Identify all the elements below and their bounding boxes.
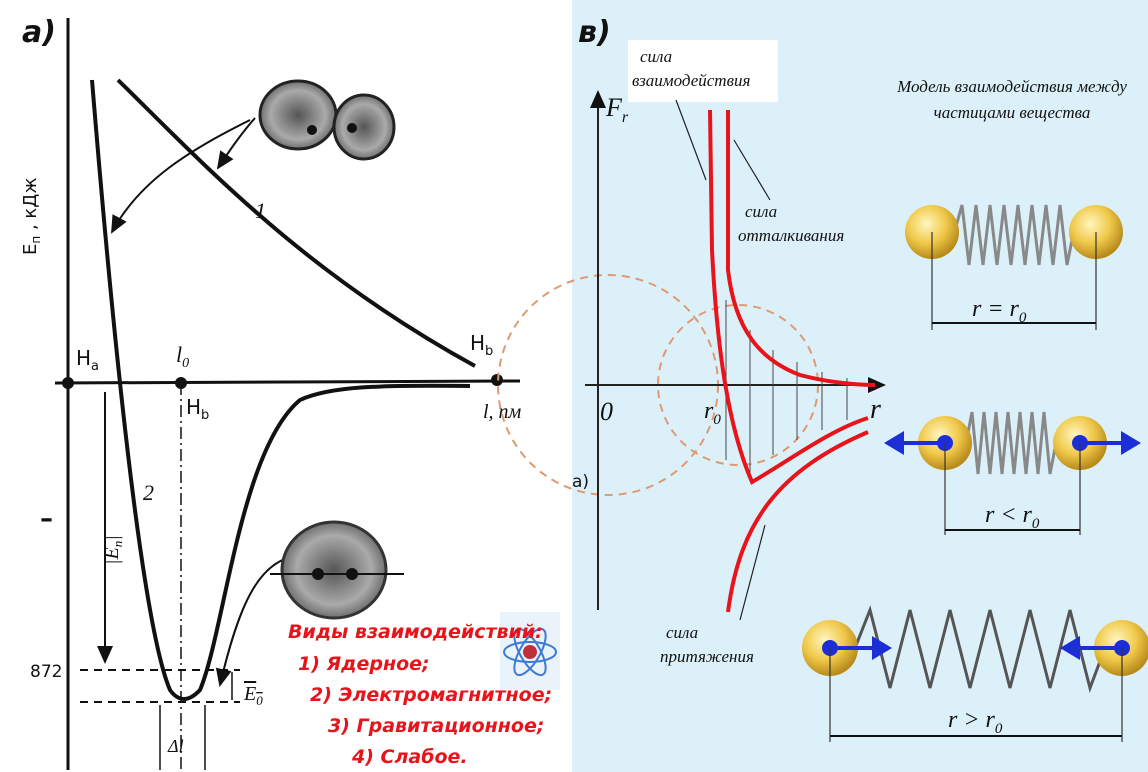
diagram: а) Eп , кДж 1 2 Ha l0 Hb Hb l, пм |Eп| –… [0,0,1148,772]
point [62,377,74,389]
right-panel: в) сила взаимодействия сила отталкивания с… [498,0,1148,772]
label-rest: , кДж [20,177,41,235]
point [491,374,503,386]
label-sub: 0 [995,721,1003,737]
nucleus [307,125,317,135]
label-sub: 0 [1032,516,1040,532]
label-sub: a [91,359,99,374]
label-sub: 0 [182,356,189,371]
label-line: взаимодействия [632,71,750,90]
model-label: r = r0 [972,296,1027,326]
molecule-image [282,522,386,618]
interaction-item: 2) Электромагнитное; [310,684,552,706]
interactions-title: Виды взаимодействий: [288,621,543,643]
interaction-item: 3) Гравитационное; [328,715,544,737]
point-label: Hb [470,331,493,359]
x-axis-label: r [870,394,881,425]
label-main: r < r [985,502,1033,528]
interaction-item: 1) Ядерное; [298,653,430,675]
label-main: E [20,244,41,255]
label-main: r > r [948,707,996,733]
label-line: сила [666,623,698,642]
label-sub: 0 [256,693,263,708]
label-sub: 0 [713,412,721,428]
side-label: а) [572,472,589,492]
label-main: H [470,331,485,355]
label-main: r = r [972,296,1020,322]
point-label: Ha [76,346,99,374]
label-main: H [76,346,91,370]
label-sub: b [485,344,493,359]
label-line: сила [745,202,777,221]
nucleus [347,123,357,133]
label-sub: r [622,109,629,126]
curve-label: 1 [255,198,266,223]
e0-label: E0 [243,683,263,708]
label-main: |E [101,547,123,565]
label-line: частицами вещества [934,103,1091,122]
label-sub: b [201,408,209,423]
interaction-item: 4) Слабое. [351,746,468,768]
pointer-arrow [218,118,255,168]
label-line: отталкивания [738,226,844,245]
model-label: r > r0 [948,707,1003,737]
panel-label: а) [22,15,56,50]
y-axis-label: Eп , кДж [20,177,43,255]
curve-label: 2 [143,480,154,505]
label-main: F [605,93,623,122]
nucleus [346,568,358,580]
point-label: l0 [176,342,189,371]
energy-value: 872 [30,662,62,682]
label-main: E [243,683,256,705]
x-axis [55,381,520,383]
left-panel: а) Eп , кДж 1 2 Ha l0 Hb Hb l, пм |Eп| –… [20,15,560,770]
label-line: Модель взаимодействия между [896,77,1127,96]
dash-mark: – [40,504,53,534]
label-rest: | [101,535,123,541]
label-line: сила [640,47,672,66]
origin-label: 0 [600,397,613,426]
point-label: Hb [186,395,209,423]
nucleus [312,568,324,580]
icon-nucleus [523,645,537,659]
curve-2 [92,80,470,699]
delta-label: Δl [167,736,184,756]
depth-label: |Eп| [101,535,125,565]
model-label: r < r0 [985,502,1040,532]
label-sub: п [29,236,43,244]
pointer-arrow [112,120,250,232]
label-main: H [186,395,201,419]
label-line: притяжения [660,647,754,666]
atom-image [334,95,394,159]
label-sub: 0 [1019,310,1027,326]
x-axis-label: l, пм [483,401,522,423]
atom-image [260,81,336,149]
panel-label: в) [578,15,611,50]
